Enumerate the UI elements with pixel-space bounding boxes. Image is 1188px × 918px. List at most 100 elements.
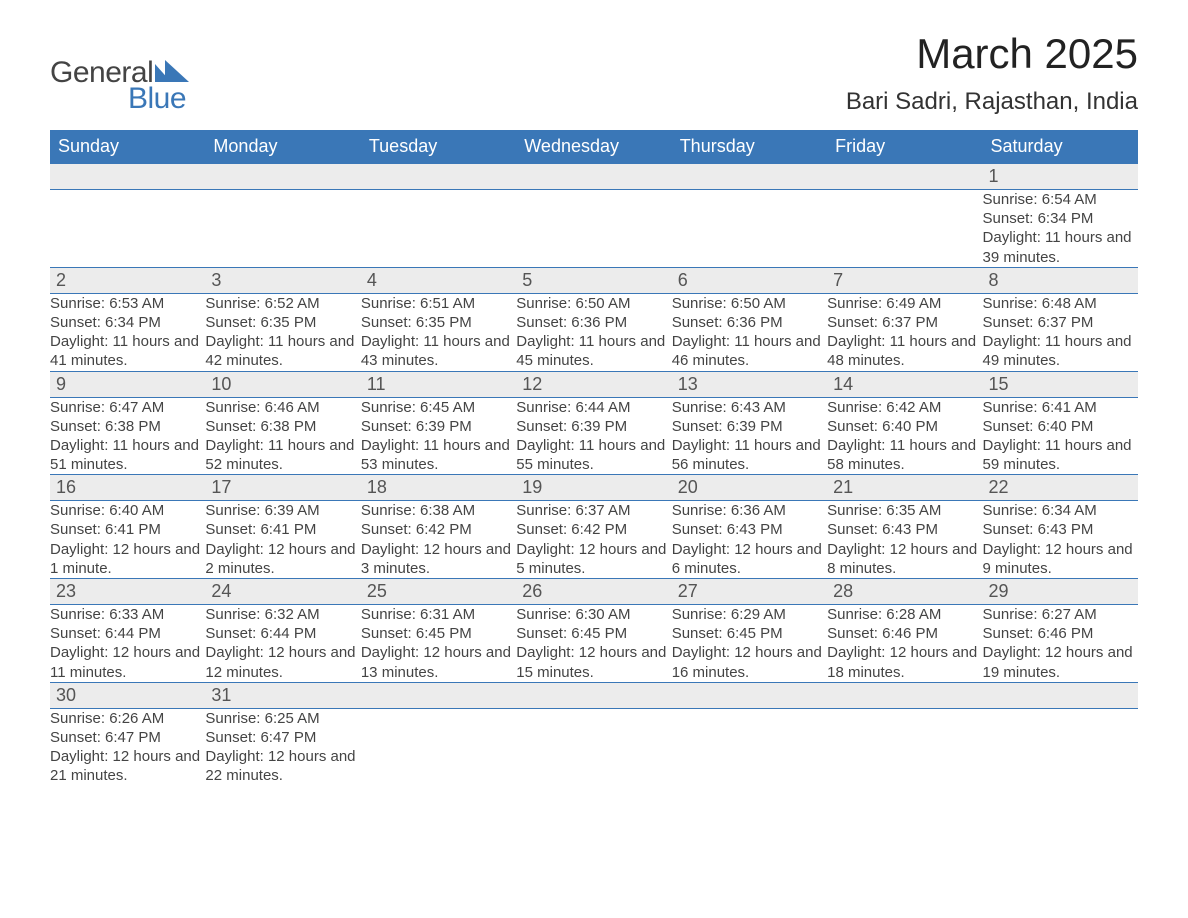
day-info: Sunrise: 6:40 AMSunset: 6:41 PMDaylight:…	[50, 501, 205, 578]
sunrise-text: Sunrise: 6:40 AM	[50, 501, 205, 520]
day-info: Sunrise: 6:27 AMSunset: 6:46 PMDaylight:…	[983, 605, 1138, 682]
sunrise-text: Sunrise: 6:36 AM	[672, 501, 827, 520]
day-number-cell: 19	[516, 475, 671, 501]
day-info: Sunrise: 6:42 AMSunset: 6:40 PMDaylight:…	[827, 398, 982, 475]
day-number-cell: 26	[516, 579, 671, 605]
day-number-cell	[516, 682, 671, 708]
sunset-text: Sunset: 6:37 PM	[827, 313, 982, 332]
daylight-text: Daylight: 12 hours and 8 minutes.	[827, 540, 982, 578]
day-header: Tuesday	[361, 130, 516, 164]
day-number: 16	[50, 475, 205, 500]
day-info-cell: Sunrise: 6:26 AMSunset: 6:47 PMDaylight:…	[50, 708, 205, 785]
day-info-cell: Sunrise: 6:30 AMSunset: 6:45 PMDaylight:…	[516, 605, 671, 683]
daylight-text: Daylight: 11 hours and 49 minutes.	[983, 332, 1138, 370]
day-header-row: Sunday Monday Tuesday Wednesday Thursday…	[50, 130, 1138, 164]
day-number-cell: 3	[205, 267, 360, 293]
daynum-row: 9101112131415	[50, 371, 1138, 397]
daynum-row: 16171819202122	[50, 475, 1138, 501]
sunrise-text: Sunrise: 6:25 AM	[205, 709, 360, 728]
day-number: 18	[361, 475, 516, 500]
info-row: Sunrise: 6:33 AMSunset: 6:44 PMDaylight:…	[50, 605, 1138, 683]
day-number-cell	[205, 164, 360, 190]
sunrise-text: Sunrise: 6:32 AM	[205, 605, 360, 624]
daynum-row: 2345678	[50, 267, 1138, 293]
logo: General Blue	[50, 56, 189, 116]
sunset-text: Sunset: 6:40 PM	[983, 417, 1138, 436]
sunset-text: Sunset: 6:47 PM	[205, 728, 360, 747]
sunset-text: Sunset: 6:43 PM	[672, 520, 827, 539]
day-info: Sunrise: 6:31 AMSunset: 6:45 PMDaylight:…	[361, 605, 516, 682]
header: General Blue March 2025 Bari Sadri, Raja…	[50, 30, 1138, 124]
daylight-text: Daylight: 12 hours and 9 minutes.	[983, 540, 1138, 578]
sunset-text: Sunset: 6:35 PM	[205, 313, 360, 332]
day-info: Sunrise: 6:33 AMSunset: 6:44 PMDaylight:…	[50, 605, 205, 682]
sunrise-text: Sunrise: 6:45 AM	[361, 398, 516, 417]
day-info-cell: Sunrise: 6:31 AMSunset: 6:45 PMDaylight:…	[361, 605, 516, 683]
sunset-text: Sunset: 6:39 PM	[361, 417, 516, 436]
daylight-text: Daylight: 11 hours and 56 minutes.	[672, 436, 827, 474]
day-number: 13	[672, 372, 827, 397]
day-number: 26	[516, 579, 671, 604]
daylight-text: Daylight: 11 hours and 42 minutes.	[205, 332, 360, 370]
day-info-cell: Sunrise: 6:38 AMSunset: 6:42 PMDaylight:…	[361, 501, 516, 579]
sunrise-text: Sunrise: 6:27 AM	[983, 605, 1138, 624]
day-number: 5	[516, 268, 671, 293]
day-info: Sunrise: 6:54 AMSunset: 6:34 PMDaylight:…	[983, 190, 1138, 267]
daylight-text: Daylight: 11 hours and 48 minutes.	[827, 332, 982, 370]
day-info-cell: Sunrise: 6:32 AMSunset: 6:44 PMDaylight:…	[205, 605, 360, 683]
daylight-text: Daylight: 11 hours and 58 minutes.	[827, 436, 982, 474]
day-info: Sunrise: 6:47 AMSunset: 6:38 PMDaylight:…	[50, 398, 205, 475]
daylight-text: Daylight: 12 hours and 16 minutes.	[672, 643, 827, 681]
day-number-cell: 17	[205, 475, 360, 501]
sunset-text: Sunset: 6:37 PM	[983, 313, 1138, 332]
sunrise-text: Sunrise: 6:46 AM	[205, 398, 360, 417]
day-info: Sunrise: 6:52 AMSunset: 6:35 PMDaylight:…	[205, 294, 360, 371]
day-number-cell: 27	[672, 579, 827, 605]
day-number-cell	[516, 164, 671, 190]
day-header: Thursday	[672, 130, 827, 164]
day-number: 15	[983, 372, 1138, 397]
sunset-text: Sunset: 6:38 PM	[50, 417, 205, 436]
day-info-cell	[827, 708, 982, 785]
sunrise-text: Sunrise: 6:38 AM	[361, 501, 516, 520]
day-info: Sunrise: 6:44 AMSunset: 6:39 PMDaylight:…	[516, 398, 671, 475]
sunrise-text: Sunrise: 6:50 AM	[516, 294, 671, 313]
location-text: Bari Sadri, Rajasthan, India	[846, 88, 1138, 116]
day-number: 7	[827, 268, 982, 293]
sunrise-text: Sunrise: 6:37 AM	[516, 501, 671, 520]
day-header: Sunday	[50, 130, 205, 164]
daynum-row: 23242526272829	[50, 579, 1138, 605]
day-info-cell	[50, 190, 205, 268]
sunrise-text: Sunrise: 6:48 AM	[983, 294, 1138, 313]
sunrise-text: Sunrise: 6:44 AM	[516, 398, 671, 417]
day-number-cell	[827, 164, 982, 190]
day-number-cell: 4	[361, 267, 516, 293]
day-info-cell: Sunrise: 6:27 AMSunset: 6:46 PMDaylight:…	[983, 605, 1138, 683]
day-number-cell: 31	[205, 682, 360, 708]
day-info-cell: Sunrise: 6:33 AMSunset: 6:44 PMDaylight:…	[50, 605, 205, 683]
daylight-text: Daylight: 11 hours and 52 minutes.	[205, 436, 360, 474]
day-number-cell: 13	[672, 371, 827, 397]
calendar-body: 1Sunrise: 6:54 AMSunset: 6:34 PMDaylight…	[50, 164, 1138, 786]
daylight-text: Daylight: 11 hours and 55 minutes.	[516, 436, 671, 474]
calendar-table: Sunday Monday Tuesday Wednesday Thursday…	[50, 130, 1138, 786]
day-info: Sunrise: 6:25 AMSunset: 6:47 PMDaylight:…	[205, 709, 360, 786]
day-info: Sunrise: 6:36 AMSunset: 6:43 PMDaylight:…	[672, 501, 827, 578]
sunrise-text: Sunrise: 6:28 AM	[827, 605, 982, 624]
day-number: 11	[361, 372, 516, 397]
day-info-cell: Sunrise: 6:54 AMSunset: 6:34 PMDaylight:…	[983, 190, 1138, 268]
daylight-text: Daylight: 12 hours and 1 minute.	[50, 540, 205, 578]
day-number: 21	[827, 475, 982, 500]
day-info-cell	[983, 708, 1138, 785]
day-info: Sunrise: 6:45 AMSunset: 6:39 PMDaylight:…	[361, 398, 516, 475]
daylight-text: Daylight: 12 hours and 11 minutes.	[50, 643, 205, 681]
day-number-cell: 6	[672, 267, 827, 293]
day-info-cell: Sunrise: 6:45 AMSunset: 6:39 PMDaylight:…	[361, 397, 516, 475]
logo-word2: Blue	[128, 82, 189, 116]
sunset-text: Sunset: 6:45 PM	[672, 624, 827, 643]
day-info-cell	[361, 190, 516, 268]
sunrise-text: Sunrise: 6:26 AM	[50, 709, 205, 728]
day-number-cell: 11	[361, 371, 516, 397]
day-header: Monday	[205, 130, 360, 164]
day-info-cell: Sunrise: 6:44 AMSunset: 6:39 PMDaylight:…	[516, 397, 671, 475]
